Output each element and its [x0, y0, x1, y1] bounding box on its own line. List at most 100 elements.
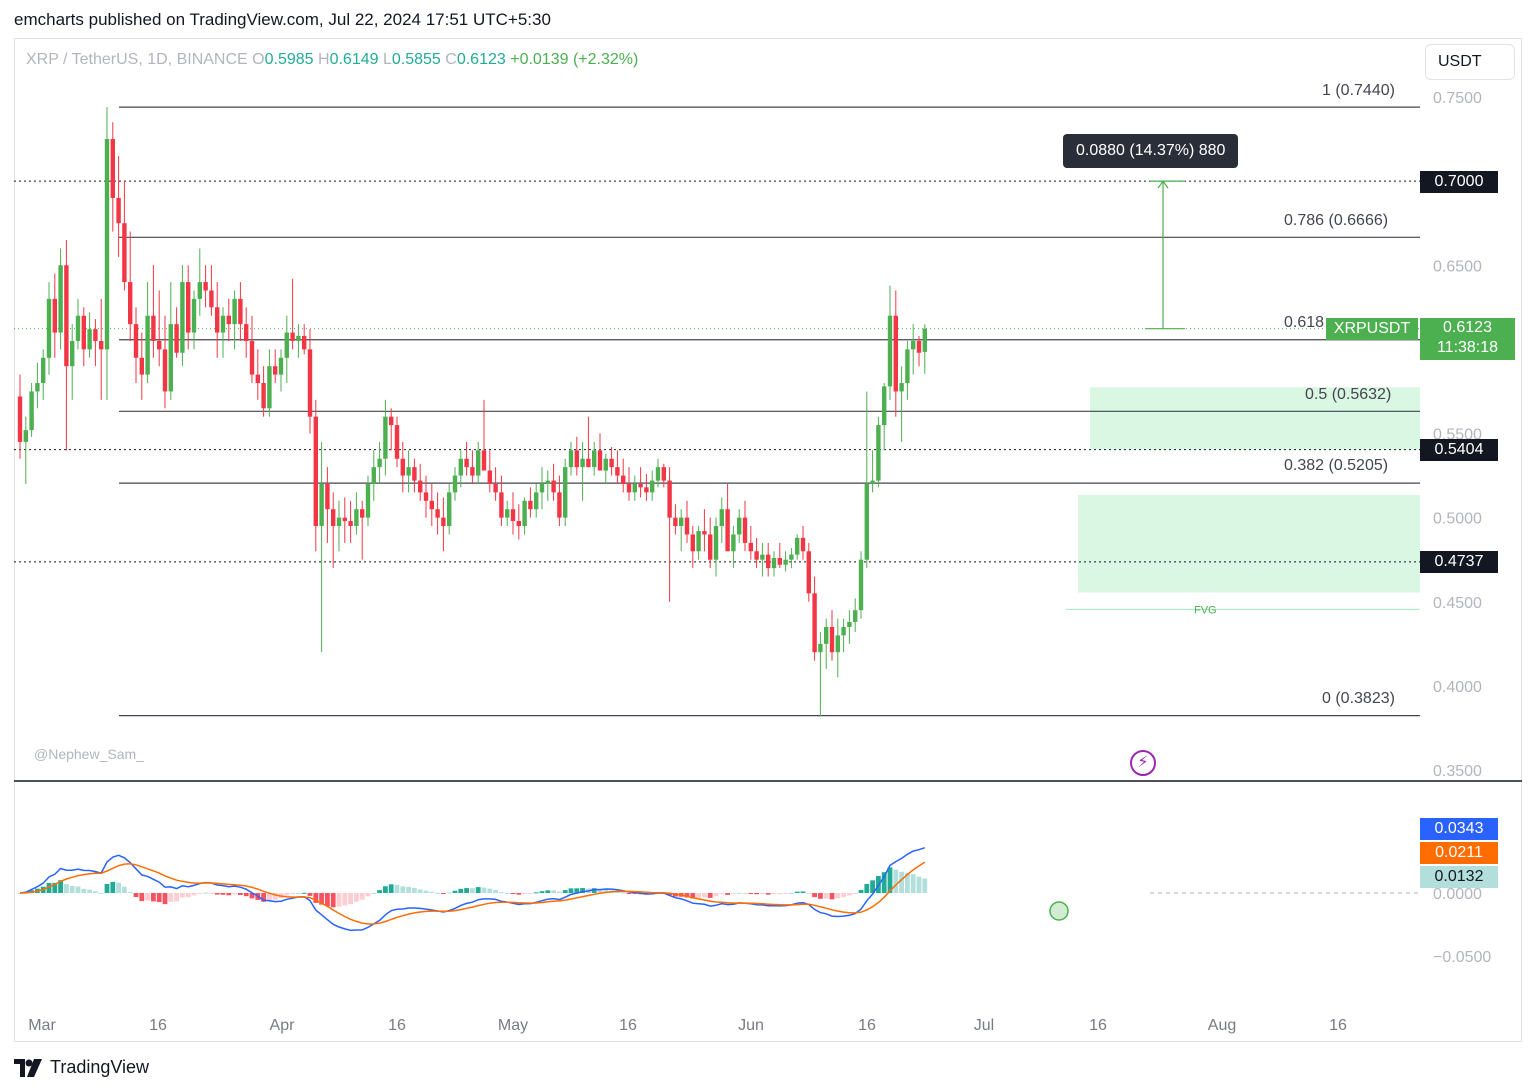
candle-body [313, 416, 318, 527]
macd-tick-label: 0.0000 [1433, 886, 1482, 903]
macd-histogram-bar [551, 890, 556, 893]
legend-high: 0.6149 [329, 51, 379, 68]
macd-histogram-bar [847, 893, 852, 896]
candle-body [673, 517, 678, 527]
macd-histogram-bar [406, 886, 411, 893]
lightning-icon[interactable]: ⚡ [1130, 750, 1156, 776]
x-tick-label: 16 [619, 1017, 637, 1034]
legend-close-key: C [445, 51, 457, 68]
candle-body [435, 509, 440, 518]
candle-body [911, 340, 916, 350]
legend-low-key: L [382, 51, 392, 68]
price-tag-0540[interactable]: 0.5404 [1420, 439, 1498, 461]
macd-histogram-bar [296, 892, 301, 894]
candle-body [238, 298, 243, 325]
macd-histogram-bar [905, 872, 910, 893]
macd-histogram-bar [684, 893, 690, 898]
candle-body [232, 298, 237, 325]
macd-histogram-bar [499, 892, 504, 894]
macd-histogram-bar [301, 892, 307, 894]
candle-body [383, 416, 388, 459]
author-watermark: @Nephew_Sam_ [34, 746, 144, 762]
macd-histogram-bar [754, 893, 759, 895]
candle-body [104, 139, 110, 350]
candle-body [754, 551, 759, 560]
macd-histogram-bar [603, 889, 609, 893]
tradingview-logo[interactable]: TradingView [14, 1057, 149, 1078]
macd-histogram-bar [783, 893, 788, 894]
macd-histogram-bar [348, 893, 353, 905]
candle-body [197, 282, 202, 299]
macd-histogram-bar [429, 891, 435, 893]
chart-frame [14, 38, 1522, 1042]
macd-histogram-bar [243, 893, 249, 897]
macd-histogram-bar [539, 891, 545, 893]
macd-histogram-bar [835, 893, 841, 899]
candle-body [876, 425, 881, 481]
candle-body [893, 315, 898, 392]
macd-histogram-bar [528, 893, 533, 894]
candle-body [46, 298, 52, 358]
candle-body [713, 526, 719, 560]
macd-histogram-bar [330, 893, 336, 908]
macd-histogram-bar [290, 893, 295, 895]
candle-body [35, 383, 40, 392]
y-tick-label: 0.3500 [1433, 763, 1482, 780]
macd-histogram-bar [412, 888, 417, 893]
macd-histogram-bar [771, 893, 777, 895]
candle-body [360, 509, 365, 518]
candle-body [638, 483, 643, 488]
candle-body [708, 534, 713, 560]
macd-histogram-bar [238, 893, 243, 895]
candle-body [354, 509, 359, 527]
x-tick-label: Aug [1208, 1017, 1236, 1034]
candle-body [325, 483, 330, 510]
candle-body [348, 520, 353, 527]
candle-body [516, 520, 521, 527]
macd-histogram-bar [325, 893, 330, 907]
price-tag-0700[interactable]: 0.7000 [1420, 171, 1498, 193]
y-tick-label: 0.7500 [1433, 90, 1482, 107]
candle-body [824, 626, 829, 644]
macd-histogram-bar [899, 871, 904, 893]
candle-body [226, 315, 231, 325]
macd-histogram-bar [464, 888, 469, 893]
fib-label-618: 0.618 [1284, 314, 1325, 331]
candle-body [597, 450, 603, 471]
macd-histogram-bar [267, 893, 272, 901]
macd-histogram-bar [829, 893, 835, 900]
candle-body [870, 480, 875, 484]
macd-histogram-bar [893, 869, 899, 893]
macd-histogram-bar [557, 891, 562, 893]
macd-histogram-bar [504, 892, 510, 894]
currency-button[interactable]: USDT [1425, 44, 1515, 80]
macd-histogram-bar [760, 893, 765, 895]
candle-body [522, 500, 527, 527]
candle-body [296, 335, 301, 341]
macd-histogram-bar [127, 891, 133, 893]
candle-body [93, 329, 98, 341]
candle-body [122, 223, 127, 283]
macd-histogram-bar [736, 892, 742, 894]
candle-body [737, 517, 742, 535]
candle-body [139, 357, 144, 375]
macd-histogram-bar [81, 888, 87, 893]
macd-histogram-bar [423, 890, 429, 893]
fvg-zone [1090, 387, 1420, 450]
macd-line [19, 846, 926, 932]
macd-histogram-bar [441, 893, 446, 894]
macd-histogram-bar [841, 893, 846, 898]
macd-histogram-bar [145, 893, 150, 901]
price-tag-0474[interactable]: 0.4737 [1420, 551, 1498, 573]
candle-body [215, 307, 220, 333]
macd-histogram-bar [122, 886, 127, 893]
macd-histogram-bar [417, 889, 423, 893]
macd-histogram-bar [789, 892, 794, 894]
candle-body [679, 517, 684, 527]
macd-histogram-bar [93, 891, 98, 893]
macd-histogram-bar [870, 880, 875, 893]
candle-body [406, 467, 411, 476]
x-tick-label: 16 [1329, 1017, 1347, 1034]
candle-body [99, 340, 104, 350]
